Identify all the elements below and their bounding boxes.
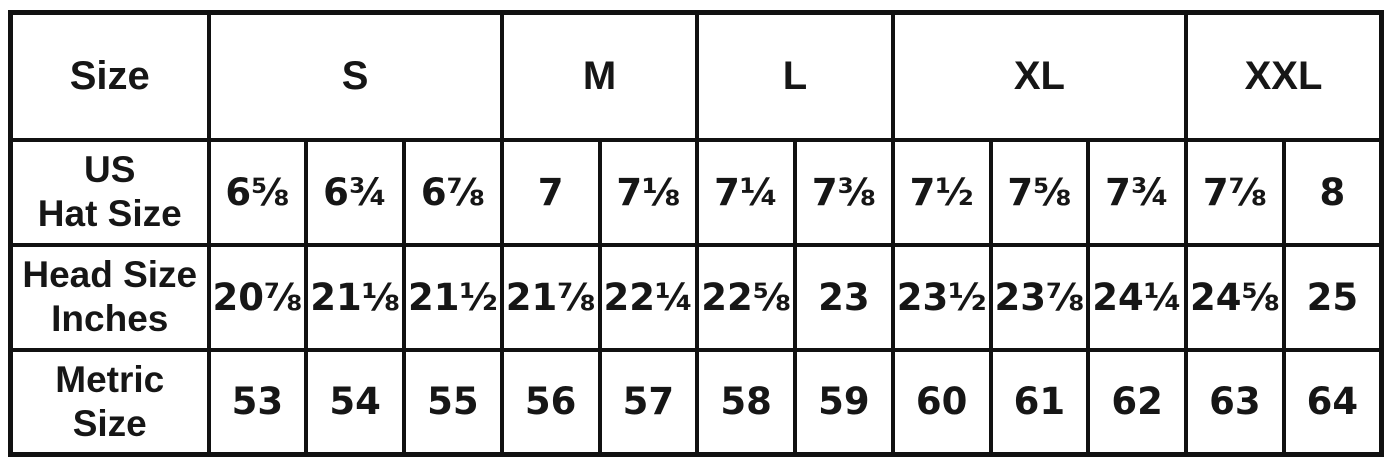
row-label-line: Inches (51, 298, 169, 339)
size-group-m: M (499, 10, 700, 142)
head-size-inches-value: 23⅞ (988, 242, 1091, 352)
size-group-header-row: Size S M L XL XXL (8, 10, 1384, 142)
row-label-line: Head Size (22, 254, 198, 296)
size-group-xl: XL (890, 10, 1189, 142)
metric-size-value: 54 (304, 347, 406, 457)
hat-size-chart-table: Size S M L XL XXL US Hat Size 6⅝ 6¾ 6⅞ 7… (8, 10, 1384, 457)
metric-size-value: 62 (1086, 347, 1188, 457)
head-size-inches-value: 24⅝ (1184, 242, 1286, 352)
head-size-inches-row-label: Head Size Inches (8, 242, 211, 352)
us-hat-size-value: 7⅛ (597, 137, 700, 247)
us-hat-size-row-label: US Hat Size (8, 137, 211, 247)
row-label-line: US (84, 149, 136, 191)
size-corner-header: Size (8, 10, 211, 142)
metric-size-value: 58 (695, 347, 797, 457)
us-hat-size-value: 7¼ (695, 137, 797, 247)
us-hat-size-row: US Hat Size 6⅝ 6¾ 6⅞ 7 7⅛ 7¼ 7⅜ 7½ 7⅝ 7¾… (8, 137, 1384, 247)
metric-size-row: Metric Size 53 54 55 56 57 58 59 60 61 6… (8, 347, 1384, 457)
size-group-s: S (206, 10, 504, 142)
head-size-inches-row: Head Size Inches 20⅞ 21⅛ 21½ 21⅞ 22¼ 22⅝… (8, 242, 1384, 352)
us-hat-size-value: 7 (499, 137, 602, 247)
metric-size-value: 56 (499, 347, 602, 457)
us-hat-size-value: 7⅝ (988, 137, 1091, 247)
us-hat-size-value: 7¾ (1086, 137, 1188, 247)
head-size-inches-value: 23½ (890, 242, 993, 352)
us-hat-size-value: 6⅝ (206, 137, 309, 247)
metric-size-row-label: Metric Size (8, 347, 211, 457)
us-hat-size-value: 7⅞ (1184, 137, 1286, 247)
metric-size-value: 59 (793, 347, 895, 457)
metric-size-value: 60 (890, 347, 993, 457)
head-size-inches-value: 25 (1281, 242, 1384, 352)
us-hat-size-value: 8 (1281, 137, 1384, 247)
head-size-inches-value: 21½ (402, 242, 504, 352)
us-hat-size-value: 6⅞ (402, 137, 504, 247)
size-group-xxl: XXL (1184, 10, 1384, 142)
row-label-line: Size (72, 402, 147, 444)
head-size-inches-value: 24¼ (1086, 242, 1188, 352)
size-group-l: L (695, 10, 895, 142)
head-size-inches-value: 20⅞ (206, 242, 309, 352)
metric-size-value: 61 (988, 347, 1091, 457)
head-size-inches-value: 22¼ (597, 242, 700, 352)
head-size-inches-value: 21⅛ (304, 242, 406, 352)
head-size-inches-value: 22⅝ (695, 242, 797, 352)
metric-size-value: 55 (402, 347, 504, 457)
row-label-line: Metric (55, 359, 165, 401)
us-hat-size-value: 6¾ (304, 137, 406, 247)
row-label-line: Hat Size (37, 193, 182, 234)
metric-size-value: 57 (597, 347, 700, 457)
head-size-inches-value: 23 (793, 242, 895, 352)
head-size-inches-value: 21⅞ (499, 242, 602, 352)
metric-size-value: 53 (206, 347, 309, 457)
us-hat-size-value: 7½ (890, 137, 993, 247)
us-hat-size-value: 7⅜ (793, 137, 895, 247)
metric-size-value: 64 (1281, 347, 1384, 457)
metric-size-value: 63 (1184, 347, 1286, 457)
